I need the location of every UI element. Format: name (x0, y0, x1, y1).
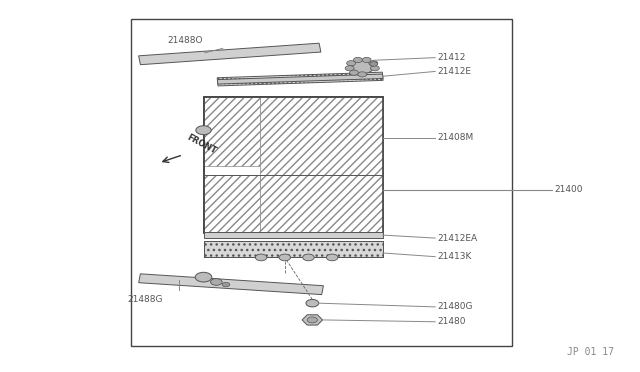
Circle shape (369, 61, 378, 66)
Text: 21412E: 21412E (437, 67, 471, 76)
Circle shape (307, 317, 317, 323)
Circle shape (370, 62, 378, 66)
Circle shape (349, 70, 358, 75)
Bar (204, 97, 383, 232)
Text: 21413K: 21413K (437, 252, 472, 261)
Text: FRONT: FRONT (186, 132, 218, 155)
Polygon shape (204, 241, 383, 257)
Circle shape (303, 254, 314, 261)
Circle shape (358, 72, 367, 77)
Circle shape (371, 65, 380, 71)
Circle shape (279, 254, 291, 261)
Polygon shape (204, 232, 383, 238)
Polygon shape (217, 72, 383, 86)
Circle shape (345, 65, 354, 71)
Text: 21488O: 21488O (168, 36, 204, 45)
Polygon shape (139, 43, 321, 65)
Polygon shape (218, 74, 383, 84)
Circle shape (195, 272, 212, 282)
Circle shape (353, 57, 362, 62)
Bar (260, 175, 383, 232)
Text: 21408M: 21408M (437, 133, 474, 142)
Text: 21488G: 21488G (127, 295, 163, 304)
Circle shape (326, 254, 338, 261)
Circle shape (222, 282, 230, 287)
Bar (204, 175, 260, 232)
Bar (204, 97, 260, 166)
Bar (204, 97, 383, 232)
Circle shape (196, 126, 211, 135)
Polygon shape (139, 274, 323, 295)
Polygon shape (302, 315, 323, 325)
Text: 21412: 21412 (437, 53, 465, 62)
Bar (131, 19, 512, 346)
Text: JP 01 17: JP 01 17 (568, 347, 614, 357)
Text: 21480: 21480 (437, 317, 466, 326)
Circle shape (351, 60, 374, 74)
Text: 21480G: 21480G (437, 302, 472, 311)
Circle shape (306, 299, 319, 307)
Circle shape (362, 57, 371, 62)
Circle shape (347, 61, 356, 66)
Circle shape (211, 279, 222, 285)
Text: 21400: 21400 (554, 185, 583, 194)
Bar (260, 97, 383, 186)
Text: 21412EA: 21412EA (437, 234, 477, 243)
Circle shape (255, 254, 267, 261)
